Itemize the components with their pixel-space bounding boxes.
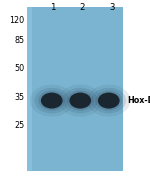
Ellipse shape: [98, 93, 120, 109]
Text: 25: 25: [15, 121, 25, 130]
Ellipse shape: [58, 85, 102, 117]
Text: 3: 3: [110, 2, 115, 12]
Ellipse shape: [63, 88, 98, 113]
Ellipse shape: [41, 93, 63, 109]
Ellipse shape: [91, 88, 126, 113]
Bar: [27, 7, 32, 171]
Bar: [27, 7, 123, 171]
Text: 85: 85: [15, 36, 25, 44]
Ellipse shape: [67, 91, 94, 111]
Text: 120: 120: [10, 16, 25, 25]
Text: 2: 2: [80, 2, 85, 12]
Ellipse shape: [69, 93, 91, 109]
Ellipse shape: [38, 91, 65, 111]
Text: 50: 50: [15, 64, 25, 73]
Text: 35: 35: [15, 93, 25, 101]
Ellipse shape: [87, 85, 130, 117]
Ellipse shape: [30, 85, 74, 117]
Ellipse shape: [95, 91, 122, 111]
Text: Hox-D8: Hox-D8: [127, 96, 150, 105]
Ellipse shape: [34, 88, 69, 113]
Text: 1: 1: [50, 2, 55, 12]
